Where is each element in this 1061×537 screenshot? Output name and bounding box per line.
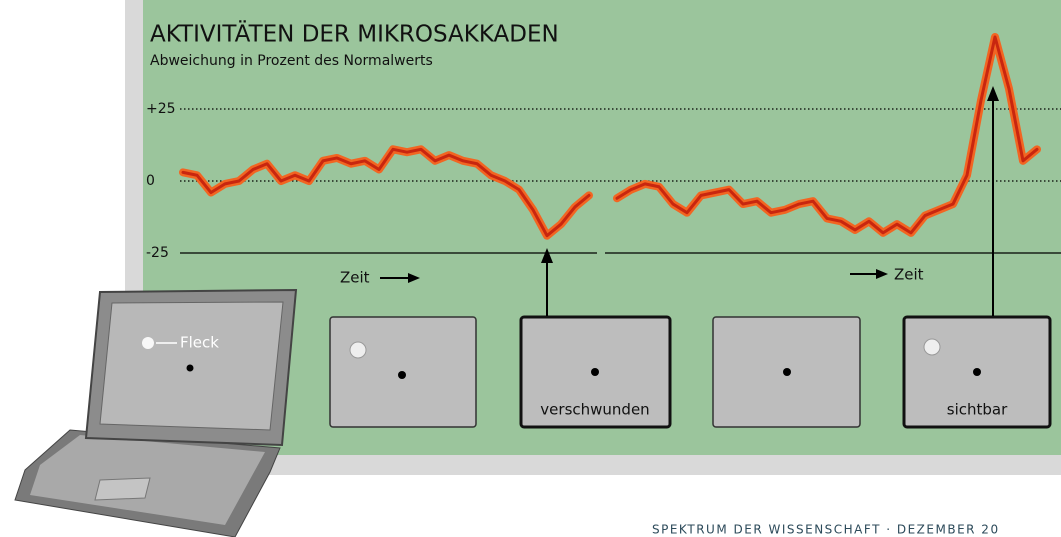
touchpad	[95, 478, 150, 500]
fixation-dot	[783, 368, 791, 376]
fixation-dot	[973, 368, 981, 376]
y-tick-label: -25	[146, 245, 169, 261]
fixation-dot	[187, 365, 194, 372]
spot	[350, 342, 366, 358]
spot-label: Fleck	[180, 334, 219, 352]
chart-subtitle: Abweichung in Prozent des Normalwerts	[150, 53, 433, 69]
fixation-dot	[591, 368, 599, 376]
spot	[142, 337, 154, 349]
time-label: Zeit	[340, 269, 370, 287]
time-label: Zeit	[894, 266, 924, 284]
chart: AKTIVITÄTEN DER MIKROSAKKADEN Abweichung…	[0, 0, 1061, 537]
panel-label: sichtbar	[947, 401, 1008, 419]
laptop: Fleck	[15, 290, 296, 537]
y-tick-label: 0	[146, 173, 155, 189]
fixation-dot	[398, 371, 406, 379]
footer: SPEKTRUM DER WISSENSCHAFT · DEZEMBER 20	[652, 523, 1000, 537]
y-tick-label: +25	[146, 101, 176, 117]
panel-label: verschwunden	[540, 401, 649, 419]
spot	[924, 339, 940, 355]
chart-title: AKTIVITÄTEN DER MIKROSAKKADEN	[150, 20, 559, 48]
